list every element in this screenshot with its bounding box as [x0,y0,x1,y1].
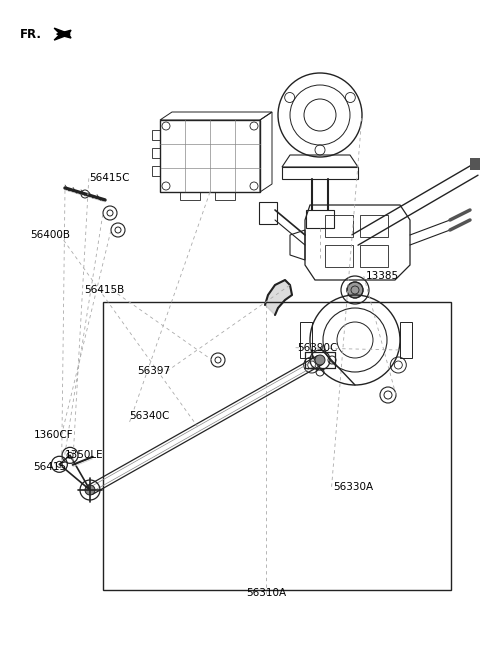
Circle shape [315,355,325,365]
Bar [325,245,353,267]
Bar [325,215,353,237]
Bar [103,302,451,590]
Text: 1360CF: 1360CF [34,430,73,440]
Bar [152,148,160,158]
Text: 56390C: 56390C [298,342,338,353]
Text: 56310A: 56310A [246,588,287,598]
Text: 56415B: 56415B [84,285,124,295]
Circle shape [347,282,363,298]
Bar [360,215,388,237]
Bar [259,202,277,224]
Text: 1350LE: 1350LE [65,449,103,460]
Bar [400,322,412,358]
Text: 56415C: 56415C [89,173,129,184]
Polygon shape [57,30,71,38]
Text: 56400B: 56400B [30,230,70,240]
Bar [152,130,160,140]
Bar [152,166,160,176]
Polygon shape [265,280,292,315]
Bar [306,210,334,228]
Bar [215,192,235,200]
Text: FR.: FR. [20,28,42,41]
Text: 56415: 56415 [34,462,67,472]
Text: 56340C: 56340C [130,411,170,421]
Bar [160,120,260,192]
Bar [360,245,388,267]
Circle shape [85,485,95,495]
Bar [282,167,358,179]
Polygon shape [54,28,70,40]
Bar [300,322,312,358]
Text: 13385: 13385 [366,271,399,281]
Text: 56397: 56397 [137,366,170,377]
Text: 56330A: 56330A [334,482,374,492]
Bar [470,158,480,170]
Bar [180,192,200,200]
